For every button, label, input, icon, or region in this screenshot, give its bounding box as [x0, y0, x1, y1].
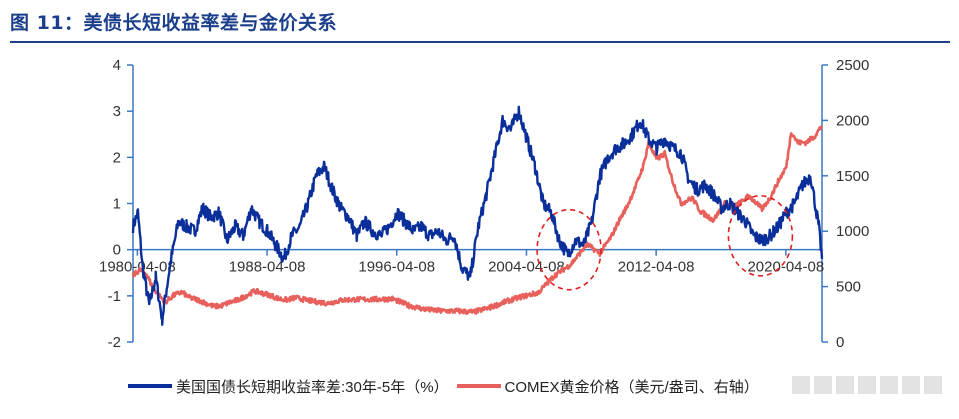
x-tick-label: 2004-04-08: [488, 259, 565, 276]
series-line-gold: [131, 125, 824, 315]
x-tick-label: 2012-04-08: [618, 259, 695, 276]
legend-label-gold: COMEX黄金价格（美元/盎司、右轴）: [504, 378, 759, 396]
y-left-tick-label: 1: [113, 196, 121, 213]
chart-title: 图 11：美债长短收益率差与金价关系: [10, 12, 338, 34]
y-left-tick-label: 0: [113, 242, 121, 259]
legend: 美国国债长短期收益率差:30年-5年（%） COMEX黄金价格（美元/盎司、右轴…: [128, 373, 767, 399]
legend-swatch-gold: [456, 384, 501, 388]
y-left-tick-label: -2: [108, 334, 121, 351]
x-tick-label: 2020-04-08: [747, 259, 824, 276]
y-right-tick-label: 1500: [836, 168, 869, 185]
annotation-layer: [536, 195, 794, 291]
y-right-tick-label: 0: [836, 334, 844, 351]
legend-item-spread: 美国国债长短期收益率差:30年-5年（%）: [128, 376, 449, 397]
legend-swatch-spread: [128, 384, 172, 388]
y-left-tick-label: 2: [113, 149, 121, 166]
y-right-tick-label: 1000: [836, 223, 869, 240]
watermark-blur: [790, 372, 950, 398]
y-left-tick-label: 4: [113, 57, 121, 74]
legend-label-spread: 美国国债长短期收益率差:30年-5年（%）: [176, 378, 449, 396]
highlight-circle-2: [727, 195, 794, 277]
y-left-tick-label: 3: [113, 103, 121, 120]
y-right-tick-label: 2500: [836, 57, 869, 74]
y-right-tick-label: 500: [836, 279, 861, 296]
x-tick-label: 1988-04-08: [229, 259, 306, 276]
legend-item-gold: COMEX黄金价格（美元/盎司、右轴）: [456, 376, 759, 397]
series-layer: [131, 105, 824, 326]
highlight-circle-1: [536, 208, 602, 291]
title-divider: [10, 41, 950, 43]
x-tick-label: 1996-04-08: [358, 259, 435, 276]
series-line-spread: [131, 105, 824, 326]
y-right-tick-label: 2000: [836, 112, 869, 129]
y-left-tick-label: -1: [108, 288, 121, 305]
